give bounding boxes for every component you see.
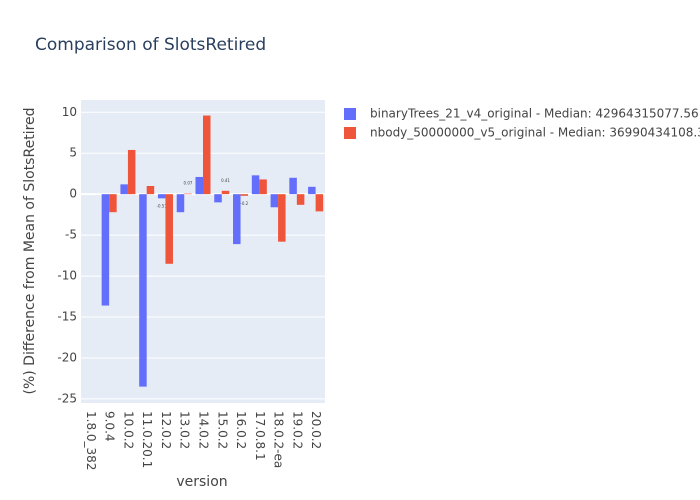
value-label: -0.2	[240, 201, 248, 206]
bar	[165, 194, 173, 264]
y-tick-label: -25	[57, 391, 77, 405]
x-tick-label: 18.0.2-ea	[272, 411, 286, 468]
value-label: 0.07	[184, 181, 193, 186]
bar	[184, 193, 192, 195]
x-tick-label: 12.0.2	[159, 411, 173, 449]
y-tick-label: -5	[65, 228, 77, 242]
x-tick-label: 1.8.0_382	[84, 411, 98, 470]
bar	[176, 194, 185, 213]
y-tick-label: -10	[57, 269, 77, 283]
value-label: -0.51	[157, 203, 168, 208]
bar	[109, 194, 117, 213]
x-tick-label: 20.0.2	[309, 411, 323, 449]
bar	[296, 194, 305, 205]
y-tick-label: -15	[57, 310, 77, 324]
bar	[289, 177, 297, 195]
x-tick-label: 16.0.2	[234, 411, 248, 449]
bar	[270, 194, 279, 208]
y-tick-label: 0	[69, 187, 77, 201]
x-tick-label: 19.0.2	[290, 411, 304, 449]
bar	[203, 115, 211, 195]
chart-title: Comparison of SlotsRetired	[35, 35, 266, 55]
x-tick-label: 13.0.2	[178, 411, 192, 449]
bar	[308, 186, 316, 195]
x-tick-label: 17.0.8.1	[253, 411, 267, 461]
bar	[120, 184, 128, 195]
x-tick-label: 9.0.4	[103, 411, 117, 442]
legend-label: nbody_50000000_v5_original - Median: 369…	[370, 126, 700, 140]
bar	[101, 194, 110, 306]
x-tick-label: 11.0.20.1	[140, 411, 154, 468]
bar	[315, 194, 324, 212]
bar	[146, 185, 155, 195]
x-tick-label: 14.0.2	[197, 411, 211, 449]
y-tick-label: 5	[69, 146, 77, 160]
bar	[139, 194, 147, 387]
bar	[195, 176, 203, 195]
legend-label: binaryTrees_21_v4_original - Median: 429…	[370, 107, 699, 121]
y-tick-label: 10	[62, 105, 77, 119]
x-tick-label: 10.0.2	[121, 411, 135, 449]
x-tick-label: 15.0.2	[215, 411, 229, 449]
bar	[240, 194, 249, 196]
bar	[251, 175, 260, 195]
bar	[221, 190, 230, 195]
bar	[157, 194, 166, 199]
legend-swatch	[344, 127, 356, 139]
bar	[127, 149, 136, 195]
x-axis-title: version	[176, 474, 227, 490]
y-tick-label: -20	[57, 350, 77, 364]
bar	[259, 179, 267, 195]
bar	[214, 194, 222, 203]
bar	[233, 194, 241, 245]
value-label: 0.41	[221, 178, 230, 183]
bar	[278, 194, 286, 242]
legend-swatch	[344, 108, 356, 120]
y-axis-title: (%) Difference from Mean of SlotsRetired	[22, 107, 38, 394]
